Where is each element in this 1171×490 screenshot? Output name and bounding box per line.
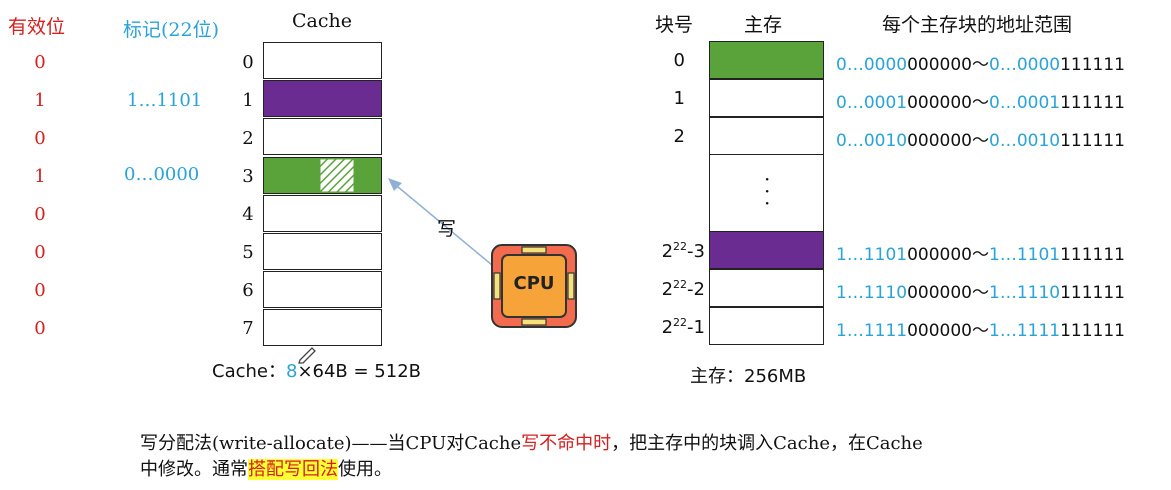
main-memory-header: 主存	[744, 14, 783, 36]
cache-header: Cache	[292, 10, 352, 32]
memory-block-occupied	[709, 41, 824, 79]
cache-size-prefix: Cache：	[212, 361, 286, 382]
valid-bit-header: 有效位	[8, 16, 66, 38]
cache-line-index: 2	[242, 128, 254, 149]
cache-line	[263, 118, 382, 155]
memory-block	[709, 307, 824, 345]
address-range: 1…1111000000～1…1111111111	[836, 321, 1125, 341]
cpu-icon: CPU	[490, 243, 578, 329]
block-number: 1	[673, 88, 685, 109]
block-number-header: 块号	[655, 14, 694, 36]
block-number: 2	[673, 126, 685, 147]
cache-size-rest: ×64B = 512B	[297, 361, 422, 382]
write-allocate-description: 写分配法(write-allocate)——当CPU对Cache写不命中时，把主…	[140, 433, 923, 480]
memory-block-occupied	[709, 231, 824, 269]
cache-line	[263, 309, 382, 346]
address-range: 0…0010000000～0…0010111111	[836, 131, 1125, 151]
write-arrow	[388, 178, 499, 271]
block-number: 0	[673, 50, 685, 71]
cpu-label: CPU	[513, 273, 555, 294]
block-number: 222-3	[661, 240, 705, 262]
cache-line-index: 6	[242, 280, 254, 301]
valid-bit: 1	[34, 166, 46, 187]
cache-line-occupied	[263, 157, 382, 194]
address-range: 0…0001000000～0…0001111111	[836, 93, 1125, 113]
main-memory-size: 主存：256MB	[690, 366, 807, 387]
cache-line-index: 7	[242, 318, 254, 339]
tag-header: 标记(22位)	[123, 19, 220, 41]
valid-bit: 0	[34, 318, 46, 339]
tag-value: 0…0000	[124, 164, 200, 185]
memory-ellipsis-region: · · ·	[709, 155, 824, 231]
memory-block	[709, 269, 824, 307]
memory-block	[709, 117, 824, 155]
valid-bit: 0	[34, 204, 46, 225]
block-number: 222-2	[661, 278, 705, 300]
cache-line	[263, 233, 382, 270]
cache-line-count: 8	[285, 361, 298, 382]
address-range: 1…1110000000～1…1110111111	[836, 283, 1125, 303]
cache-line	[263, 271, 382, 308]
valid-bit: 0	[34, 52, 46, 73]
address-range: 1…1101000000～1…1101111111	[836, 245, 1125, 265]
valid-bit: 0	[34, 128, 46, 149]
cache-line	[263, 195, 382, 232]
cache-line-index: 0	[242, 52, 254, 73]
cache-line-index: 5	[242, 242, 254, 263]
memory-block	[709, 79, 824, 117]
cache-line-index: 1	[242, 90, 254, 111]
address-range: 0…0000000000～0…0000111111	[836, 55, 1125, 75]
valid-bit: 0	[34, 242, 46, 263]
vertical-ellipsis: · · ·	[764, 167, 771, 215]
write-label: 写	[437, 218, 457, 240]
cache-line-occupied	[263, 80, 382, 117]
address-range-header: 每个主存块的地址范围	[882, 14, 1073, 36]
cache-line-index: 4	[242, 204, 254, 225]
modified-word-hatch	[319, 158, 355, 193]
tag-value: 1…1101	[127, 90, 203, 111]
block-number: 222-1	[661, 316, 705, 338]
valid-bit: 1	[34, 90, 46, 111]
cache-size-caption: Cache：8×64B = 512B	[212, 357, 421, 383]
cache-line	[263, 42, 382, 79]
valid-bit: 0	[34, 280, 46, 301]
cache-line-index: 3	[242, 166, 254, 187]
pencil-cursor-icon	[298, 347, 316, 364]
